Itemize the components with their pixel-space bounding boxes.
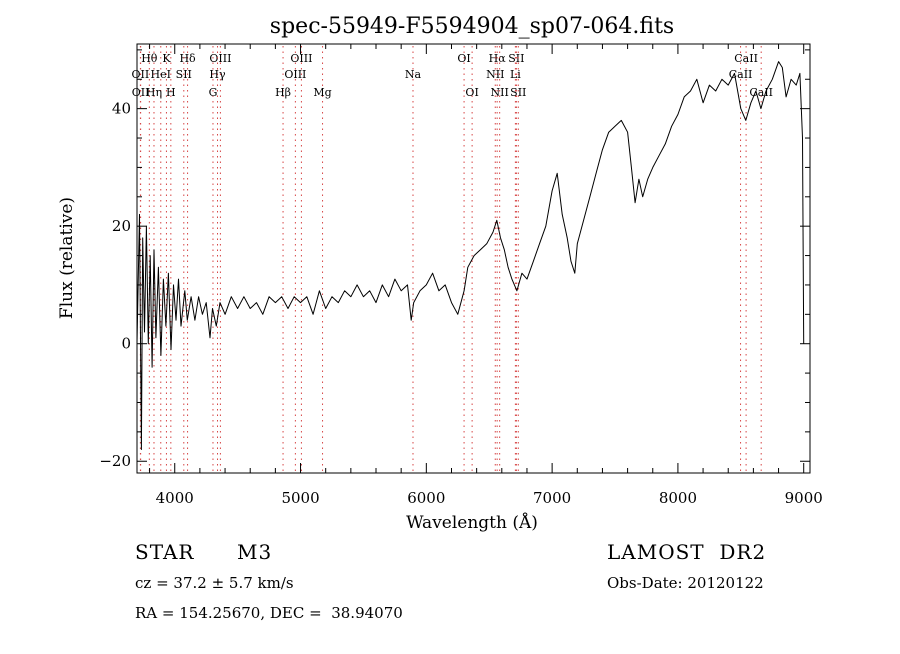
y-axis-label: Flux (relative) xyxy=(57,197,77,319)
plot-frame xyxy=(136,43,811,474)
line-marker-label: Mg xyxy=(313,86,331,99)
x-tick-label: 5000 xyxy=(281,489,319,507)
line-marker-label: OIII xyxy=(284,68,306,81)
y-tick-label: 20 xyxy=(112,217,131,235)
line-marker-label: NII xyxy=(486,68,504,81)
x-axis-label: Wavelength (Å) xyxy=(406,512,538,533)
observation-date: Obs-Date: 20120122 xyxy=(607,574,764,592)
line-marker-label: K xyxy=(162,52,171,65)
line-marker-label: Hβ xyxy=(275,86,291,99)
line-marker-label: OI xyxy=(457,52,470,65)
line-marker-label: SII xyxy=(508,52,524,65)
y-tick-label: −20 xyxy=(99,452,131,470)
line-marker-label: OII xyxy=(132,86,150,99)
x-tick-label: 9000 xyxy=(785,489,823,507)
line-marker-label: OIII xyxy=(209,52,231,65)
line-marker-label: Hγ xyxy=(209,68,226,81)
y-tick-label: 40 xyxy=(112,100,131,118)
line-marker-label: CaII xyxy=(734,52,758,65)
line-marker-label: OI xyxy=(465,86,478,99)
x-tick-label: 6000 xyxy=(407,489,445,507)
line-marker-label: Hα xyxy=(489,52,507,65)
x-tick-label: 8000 xyxy=(659,489,697,507)
line-marker-label: H xyxy=(166,86,176,99)
line-marker-label: HeI xyxy=(151,68,171,81)
line-marker-label: Na xyxy=(405,68,422,81)
line-marker-label: Li xyxy=(510,68,521,81)
sky-coordinates: RA = 154.25670, DEC = 38.94070 xyxy=(135,604,403,622)
x-tick-label: 7000 xyxy=(533,489,571,507)
line-marker-label: Hδ xyxy=(179,52,196,65)
x-tick-label: 4000 xyxy=(156,489,194,507)
line-marker-label: SII xyxy=(510,86,526,99)
object-subclass: M3 xyxy=(237,540,273,564)
survey-release: LAMOST DR2 xyxy=(607,540,767,564)
spectrum-series xyxy=(136,61,805,450)
chart-title: spec-55949-F5594904_sp07-064.fits xyxy=(270,14,674,39)
redshift-value: cz = 37.2 ± 5.7 km/s xyxy=(135,574,294,592)
line-marker-label: Hη xyxy=(146,86,162,99)
line-marker-label: G xyxy=(209,86,218,99)
y-tick-label: 0 xyxy=(121,335,131,353)
line-marker-label: SII xyxy=(176,68,192,81)
line-marker-label: CaII xyxy=(729,68,753,81)
line-marker-label: NII xyxy=(491,86,509,99)
line-marker-label: OIII xyxy=(290,52,312,65)
line-marker-label: Hθ xyxy=(141,52,158,65)
object-class: STAR xyxy=(135,540,195,564)
axis-ticks: 4000 5000 6000 7000 8000 9000 −20 0 20 40 xyxy=(99,44,823,507)
spectrum-line xyxy=(136,61,805,450)
